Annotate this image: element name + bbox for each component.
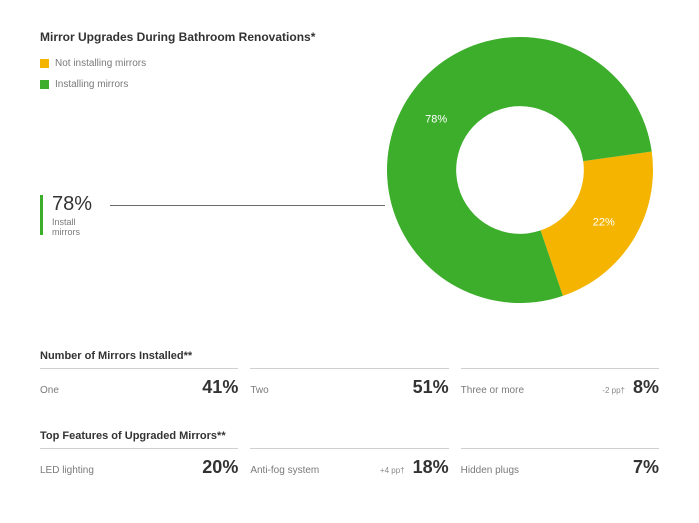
stat-label: LED lighting bbox=[40, 465, 94, 476]
stat-delta: -2 pp† bbox=[602, 386, 625, 395]
legend-swatch bbox=[40, 80, 49, 89]
section-number-mirrors: Number of Mirrors Installed** One 41% Tw… bbox=[40, 350, 659, 411]
stat-label: One bbox=[40, 385, 59, 396]
donut-svg: 22% 78% bbox=[380, 30, 660, 310]
stat-value: 7% bbox=[633, 457, 659, 478]
callout-accent-bar bbox=[40, 195, 43, 235]
stat-value: 51% bbox=[413, 377, 449, 398]
stat-item: LED lighting 20% bbox=[40, 448, 238, 491]
stat-value: 8% bbox=[633, 377, 659, 398]
stat-value: 20% bbox=[202, 457, 238, 478]
stat-value: 41% bbox=[202, 377, 238, 398]
stat-item: Anti-fog system +4 pp† 18% bbox=[250, 448, 448, 491]
section-title: Top Features of Upgraded Mirrors** bbox=[40, 430, 659, 442]
callout-leader-line bbox=[110, 205, 385, 206]
stat-item: Two 51% bbox=[250, 368, 448, 411]
stat-item: Three or more -2 pp† 8% bbox=[461, 368, 659, 411]
callout-subtext: Install mirrors bbox=[52, 217, 80, 237]
legend-label: Not installing mirrors bbox=[55, 58, 146, 69]
stat-label: Hidden plugs bbox=[461, 465, 519, 476]
stat-item: Hidden plugs 7% bbox=[461, 448, 659, 491]
legend-label: Installing mirrors bbox=[55, 79, 128, 90]
donut-slice-label: 22% bbox=[593, 217, 615, 229]
stat-label: Three or more bbox=[461, 385, 524, 396]
section-top-features: Top Features of Upgraded Mirrors** LED l… bbox=[40, 430, 659, 491]
stat-delta: +4 pp† bbox=[380, 466, 405, 475]
callout-value: 78% bbox=[52, 193, 92, 216]
stat-label: Anti-fog system bbox=[250, 465, 319, 476]
donut-slice-label: 78% bbox=[425, 113, 447, 125]
legend-swatch bbox=[40, 59, 49, 68]
donut-chart: 22% 78% bbox=[380, 30, 660, 310]
section-title: Number of Mirrors Installed** bbox=[40, 350, 659, 362]
stat-label: Two bbox=[250, 385, 268, 396]
stat-value: 18% bbox=[413, 457, 449, 478]
stat-item: One 41% bbox=[40, 368, 238, 411]
